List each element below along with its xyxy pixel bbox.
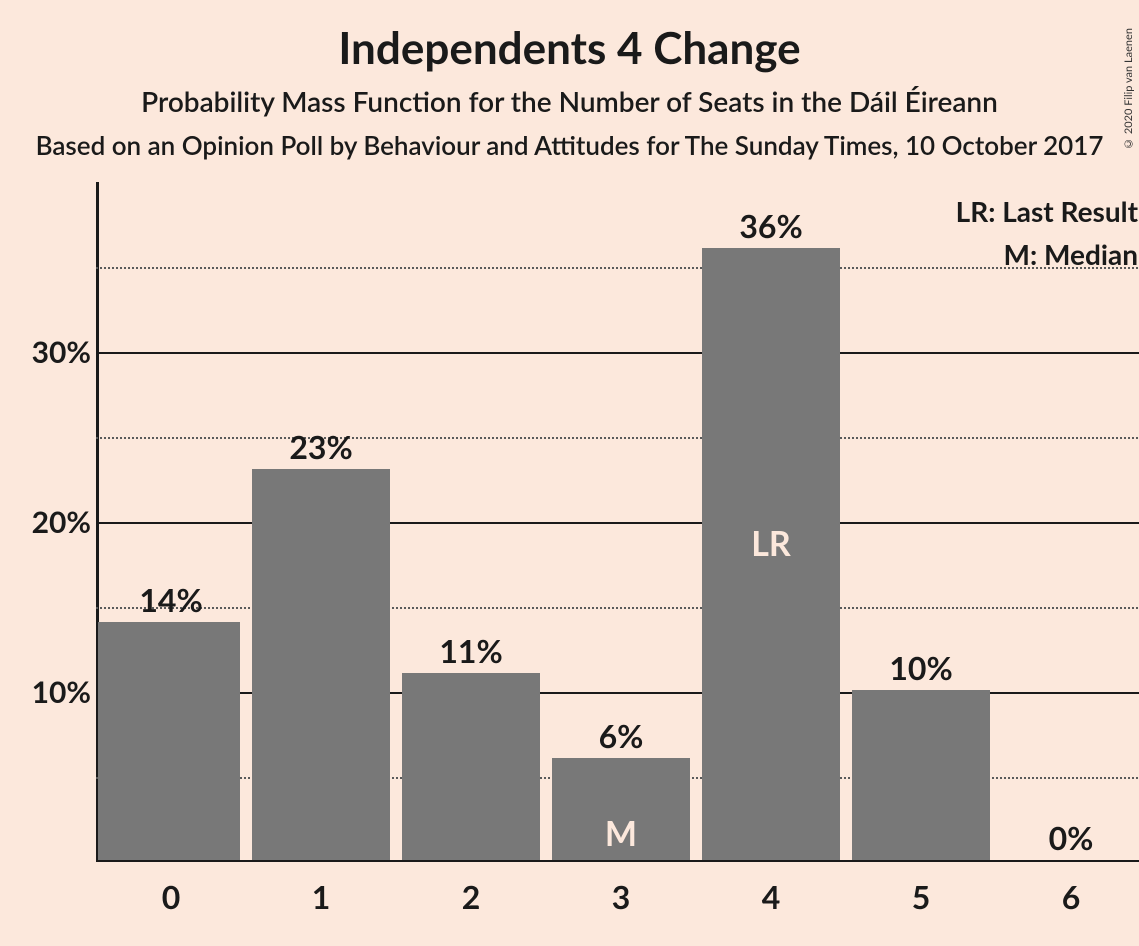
x-tick-label: 6: [1062, 877, 1081, 916]
bar-value-label: 6%: [599, 716, 644, 755]
y-tick-label: 30%: [32, 334, 91, 370]
bar-marker-lr: LR: [751, 523, 791, 564]
plot-area: LR: Last Result M: Median 14% 23% 11% M 6% LR…: [96, 182, 1139, 862]
gridline-minor: [96, 437, 1139, 439]
x-tick-label: 4: [762, 877, 781, 916]
bar: [252, 469, 390, 860]
bar: [402, 673, 540, 860]
bar: [98, 622, 240, 860]
x-tick-label: 5: [912, 877, 931, 916]
y-tick-label: 10%: [32, 674, 91, 710]
bar-marker-m: M: [605, 813, 637, 854]
chart-subtitle-1: Probability Mass Function for the Number…: [0, 85, 1139, 119]
copyright-text: © 2020 Filip van Laenen: [1122, 28, 1135, 150]
x-tick-label: 2: [462, 877, 481, 916]
x-tick-label: 3: [612, 877, 631, 916]
legend-lr: LR: Last Result: [956, 190, 1138, 233]
bar-value-label: 10%: [889, 648, 952, 687]
gridline-major: [96, 352, 1139, 354]
bar-value-label: 0%: [1049, 818, 1094, 857]
chart-subtitle-2: Based on an Opinion Poll by Behaviour an…: [0, 130, 1139, 161]
bar-value-label: 36%: [739, 206, 802, 245]
bar-value-label: 23%: [289, 427, 352, 466]
y-tick-label: 20%: [32, 504, 91, 540]
x-tick-label: 0: [162, 877, 181, 916]
bar: M: [552, 758, 690, 860]
chart-title: Independents 4 Change: [0, 22, 1139, 75]
bar: [852, 690, 990, 860]
chart-legend: LR: Last Result M: Median: [956, 190, 1138, 277]
legend-m: M: Median: [956, 233, 1138, 276]
bar-value-label: 14%: [139, 580, 202, 619]
gridline-minor: [96, 267, 1139, 269]
bar-value-label: 11%: [439, 631, 502, 670]
bar: LR: [702, 248, 840, 860]
x-tick-label: 1: [312, 877, 331, 916]
